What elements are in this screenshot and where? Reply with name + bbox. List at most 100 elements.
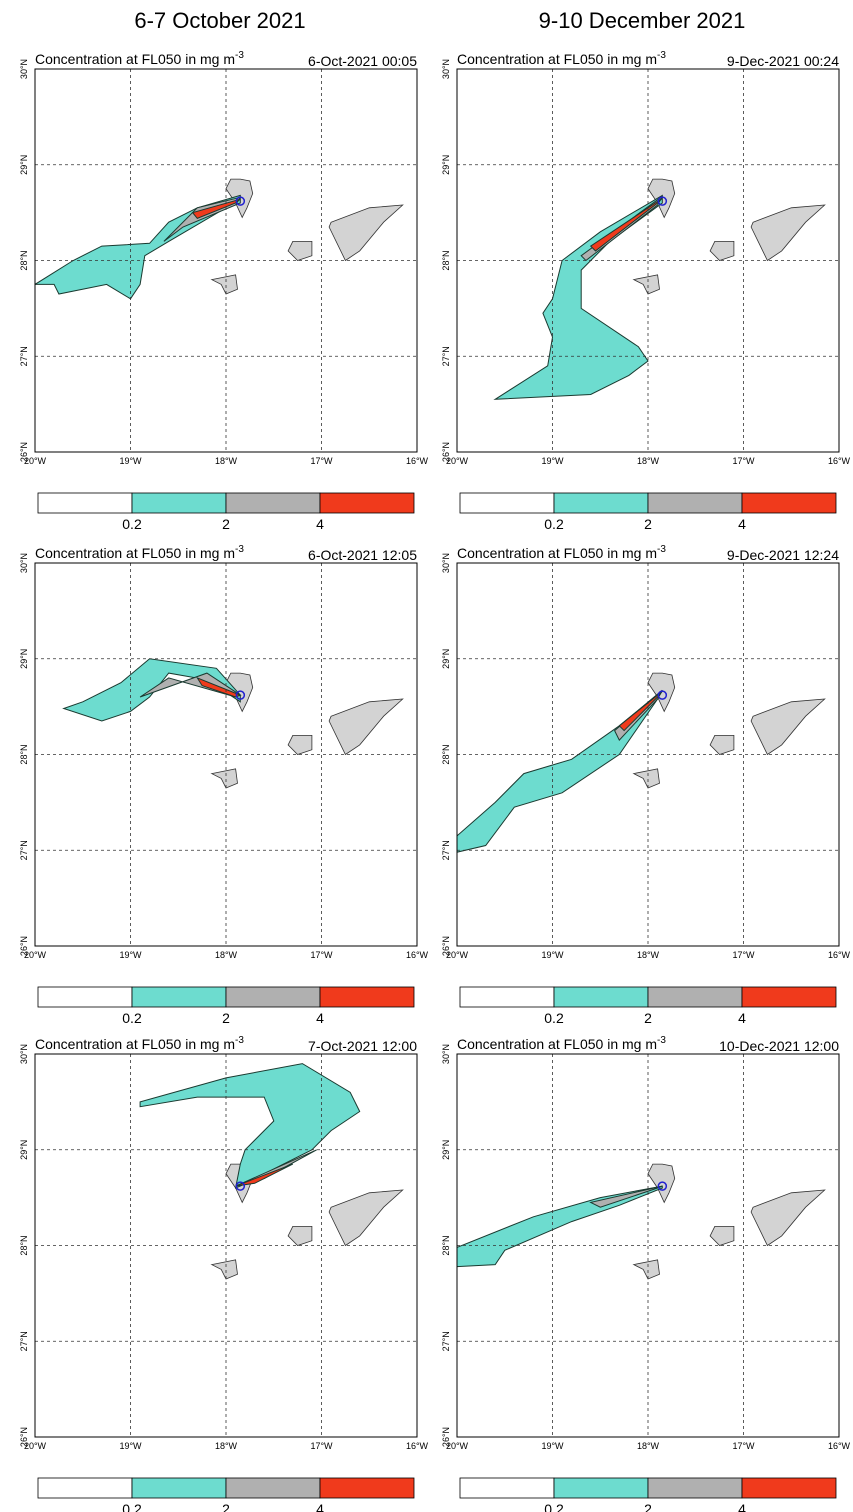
island [210, 1259, 238, 1280]
plume-contour [191, 198, 241, 220]
lat-label: 28°N [19, 250, 29, 270]
colorbar-label: 0.2 [544, 516, 564, 532]
lat-label: 26°N [19, 936, 29, 956]
volcano-vent [657, 690, 668, 700]
map-panel: 20°W 19°W 18°W 17°W 16°W 26°N 27°N 28°N 29°N 30°N… [19, 1035, 429, 1512]
island [210, 274, 238, 295]
island [632, 274, 660, 295]
colorbar-segment [553, 492, 649, 514]
lon-label: 17°W [310, 950, 333, 960]
colorbar-label: 2 [222, 1010, 230, 1026]
lon-label: 17°W [732, 456, 755, 466]
island [328, 204, 404, 262]
lon-label: 17°W [310, 1441, 333, 1451]
lat-label: 30°N [441, 1044, 451, 1064]
colorbar-segment [553, 986, 649, 1008]
colorbar-segment [225, 1477, 321, 1499]
panel-timestamp: 6-Oct-2021 00:05 [308, 53, 417, 69]
island [632, 768, 660, 789]
lat-label: 26°N [441, 442, 451, 462]
volcano-vent [657, 196, 668, 206]
colorbar-segment [225, 986, 321, 1008]
map-frame [34, 68, 418, 453]
island [287, 240, 313, 261]
map-frame [456, 562, 840, 947]
island [210, 768, 238, 789]
island [632, 1259, 660, 1280]
island [287, 735, 313, 755]
colorbar-label: 4 [316, 1501, 324, 1512]
lat-label: 27°N [441, 346, 451, 366]
island [328, 698, 404, 756]
colorbar-label: 2 [644, 1010, 652, 1026]
island [225, 672, 254, 713]
panel-title: Concentration at FL050 in mg m-3 [457, 50, 666, 67]
panel-title-unit: -3 [657, 544, 666, 555]
colorbar-label: 0.2 [122, 1010, 142, 1026]
map-panel: 20°W 19°W 18°W 17°W 16°W 26°N 27°N 28°N 29°N 30°N… [441, 544, 851, 1026]
plume-contour [618, 690, 663, 732]
lat-label: 28°N [19, 744, 29, 764]
colorbar-label: 2 [644, 1501, 652, 1512]
colorbar-segment [647, 986, 743, 1008]
panel-timestamp: 9-Dec-2021 00:24 [727, 53, 839, 69]
lat-label: 29°N [19, 1140, 29, 1160]
island [647, 1163, 676, 1204]
colorbar-segment [37, 492, 133, 514]
column-title: 9-10 December 2021 [539, 8, 746, 33]
colorbar-segment [319, 986, 415, 1008]
colorbar-segment [741, 492, 837, 514]
colorbar-segment [647, 1477, 743, 1499]
panel-timestamp: 10-Dec-2021 12:00 [719, 1038, 839, 1054]
colorbar-segment [319, 492, 415, 514]
volcano-vent [657, 1181, 668, 1191]
lon-label: 19°W [119, 950, 142, 960]
colorbar-label: 4 [316, 516, 324, 532]
lat-label: 26°N [19, 1427, 29, 1447]
lon-label: 16°W [406, 456, 429, 466]
lat-label: 30°N [19, 1044, 29, 1064]
colorbar-segment [553, 1477, 649, 1499]
map-panel: 20°W 19°W 18°W 17°W 16°W 26°N 27°N 28°N 29°N 30°N… [441, 1035, 851, 1512]
plume-contour [457, 1185, 663, 1268]
volcano-vent [235, 196, 246, 206]
lon-label: 19°W [119, 456, 142, 466]
plume-contour [235, 1163, 294, 1187]
colorbar-label: 2 [222, 1501, 230, 1512]
lon-label: 19°W [541, 1441, 564, 1451]
colorbar-segment [459, 986, 555, 1008]
lon-label: 20°W [446, 950, 469, 960]
lat-label: 26°N [441, 1427, 451, 1447]
panel-title-unit: -3 [235, 544, 244, 555]
lat-label: 28°N [19, 1235, 29, 1255]
volcano-vent [235, 1181, 246, 1191]
lat-label: 27°N [441, 840, 451, 860]
lon-label: 18°W [215, 456, 238, 466]
colorbar-label: 2 [222, 516, 230, 532]
lat-label: 26°N [19, 442, 29, 462]
panel-title-text: Concentration at FL050 in mg m [35, 545, 235, 561]
lat-label: 29°N [441, 1140, 451, 1160]
panel-timestamp: 6-Oct-2021 12:05 [308, 547, 417, 563]
volcano-vent [235, 690, 246, 700]
colorbar-segment [459, 1477, 555, 1499]
colorbar-label: 4 [316, 1010, 324, 1026]
panel-title-unit: -3 [235, 50, 244, 61]
lat-label: 29°N [441, 155, 451, 175]
colorbar-label: 4 [738, 516, 746, 532]
map-frame [34, 562, 418, 947]
colorbar-segment [319, 1477, 415, 1499]
lat-label: 28°N [441, 250, 451, 270]
map-frame [456, 68, 840, 453]
colorbar-label: 0.2 [122, 1501, 142, 1512]
lon-label: 20°W [446, 456, 469, 466]
lon-label: 16°W [828, 456, 851, 466]
lat-label: 30°N [19, 59, 29, 79]
panel-title-unit: -3 [657, 50, 666, 61]
panel-title: Concentration at FL050 in mg m-3 [457, 544, 666, 561]
panel-title: Concentration at FL050 in mg m-3 [35, 1035, 244, 1052]
lat-label: 29°N [19, 649, 29, 669]
colorbar-label: 2 [644, 516, 652, 532]
panel-title-text: Concentration at FL050 in mg m [457, 545, 657, 561]
lon-label: 20°W [446, 1441, 469, 1451]
